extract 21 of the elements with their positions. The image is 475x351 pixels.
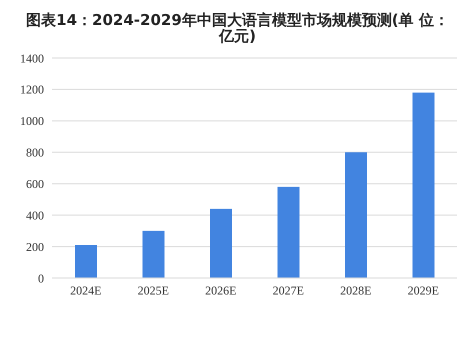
x-tick-label: 2028E — [340, 284, 372, 298]
y-tick-label: 800 — [26, 146, 44, 160]
bar — [412, 92, 434, 278]
y-tick-label: 0 — [38, 271, 44, 286]
y-tick-label: 200 — [26, 240, 44, 254]
x-tick-label: 2024E — [70, 284, 102, 298]
x-tick-label: 2027E — [272, 284, 304, 298]
y-tick-label: 1000 — [20, 114, 44, 128]
y-tick-label: 1200 — [20, 82, 44, 97]
x-tick-label: 2026E — [205, 284, 236, 298]
y-tick-label: 1400 — [20, 51, 44, 66]
chart-title: 图表14：2024-2029年中国大语言模型市场规模预测(单 位：亿元) — [25, 10, 450, 45]
x-tick-label: 2029E — [408, 284, 439, 298]
bar — [210, 208, 232, 278]
bar — [278, 186, 300, 278]
x-tick-label: 2025E — [138, 284, 169, 298]
y-tick-label: 400 — [26, 208, 44, 222]
bar — [75, 245, 97, 278]
bar — [142, 230, 164, 278]
y-tick-label: 600 — [26, 176, 44, 191]
bar — [345, 152, 367, 278]
